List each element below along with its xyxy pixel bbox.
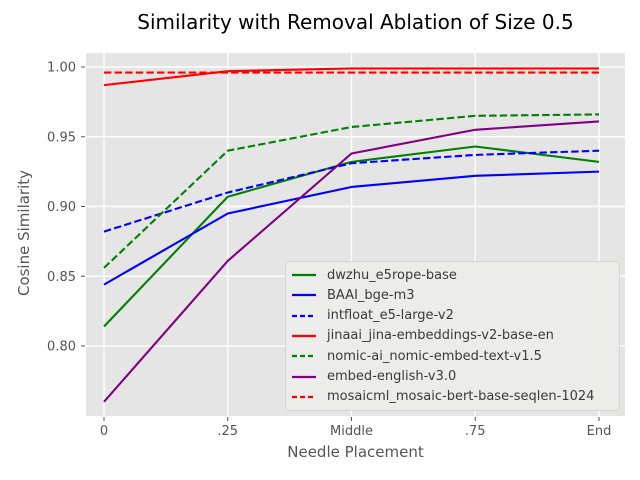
legend-item-mosaicml_mosaic-bert-base-seqlen-1024: mosaicml_mosaic-bert-base-seqlen-1024 <box>286 390 619 403</box>
legend-label: jinaai_jina-embeddings-v2-base-en <box>327 328 554 344</box>
x-tick-label: .25 <box>217 424 238 439</box>
legend-line-sample <box>292 375 316 378</box>
legend-label: embed-english-v3.0 <box>327 369 457 385</box>
legend-label: intfloat_e5-large-v2 <box>327 308 454 324</box>
series-line-nomic-ai_nomic-embed-text-v1.5 <box>103 113 600 269</box>
y-tick-label: 1.00 <box>47 61 76 76</box>
x-axis-label: Needle Placement <box>287 443 424 461</box>
legend-item-embed-english-v3.0: embed-english-v3.0 <box>286 370 619 383</box>
legend-item-jinaai_jina-embeddings-v2-base-en: jinaai_jina-embeddings-v2-base-en <box>286 329 619 342</box>
x-tick-label: Middle <box>330 424 373 439</box>
series-line-embed-english-v3.0 <box>103 120 600 403</box>
series-line-dwzhu_e5rope-base <box>103 145 600 328</box>
legend-line-sample <box>292 355 316 358</box>
x-tick-label: .75 <box>465 424 486 439</box>
x-tick-label: 0 <box>100 424 108 439</box>
series-line-BAAI_bge-m3 <box>103 170 600 286</box>
series-line-jinaai_jina-embeddings-v2-base-en <box>103 67 599 87</box>
legend-label: mosaicml_mosaic-bert-base-seqlen-1024 <box>327 389 595 405</box>
y-tick-label: 0.80 <box>47 340 76 355</box>
x-tick-label: End <box>587 424 612 439</box>
y-tick-label: 0.95 <box>47 130 76 145</box>
legend-label: nomic-ai_nomic-embed-text-v1.5 <box>327 348 542 364</box>
y-tick-label: 0.90 <box>47 200 76 215</box>
legend-label: BAAI_bge-m3 <box>327 287 415 303</box>
legend-item-BAAI_bge-m3: BAAI_bge-m3 <box>286 289 619 302</box>
chart-title: Similarity with Removal Ablation of Size… <box>137 10 574 34</box>
legend-item-nomic-ai_nomic-embed-text-v1.5: nomic-ai_nomic-embed-text-v1.5 <box>286 350 619 363</box>
y-axis-label: Cosine Similarity <box>15 169 33 297</box>
legend-line-sample <box>292 314 316 317</box>
legend-line-sample <box>292 294 316 297</box>
legend-item-intfloat_e5-large-v2: intfloat_e5-large-v2 <box>286 309 619 322</box>
y-tick-label: 0.85 <box>47 270 76 285</box>
legend-line-sample <box>292 334 316 338</box>
legend-line-sample <box>292 274 316 277</box>
legend-label: dwzhu_e5rope-base <box>327 267 457 283</box>
legend: dwzhu_e5rope-base BAAI_bge-m3 intfloat_e5-… <box>285 261 620 411</box>
legend-line-sample <box>292 395 316 398</box>
series-line-intfloat_e5-large-v2 <box>103 149 600 233</box>
legend-item-dwzhu_e5rope-base: dwzhu_e5rope-base <box>286 269 619 282</box>
